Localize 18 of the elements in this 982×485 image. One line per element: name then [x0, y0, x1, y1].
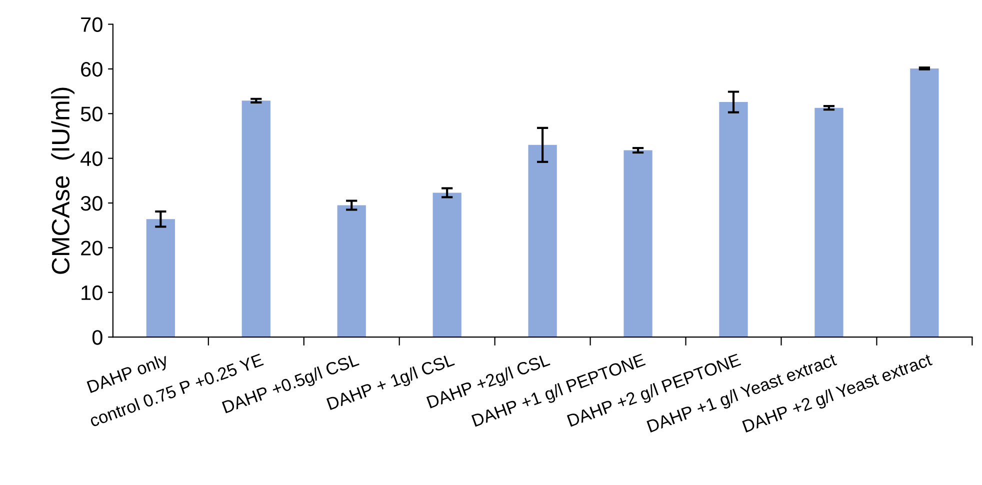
bar — [432, 192, 462, 338]
y-tick-label: 50 — [80, 106, 102, 122]
y-tick-label: 20 — [81, 240, 102, 256]
bar — [528, 144, 557, 338]
bar — [146, 219, 175, 338]
y-tick-label: 10 — [82, 285, 102, 300]
y-tick-label: 60 — [81, 62, 102, 77]
bar — [814, 108, 844, 338]
y-axis-title: CMCAse (IU/ml) — [51, 88, 74, 274]
bar — [910, 68, 939, 338]
bar — [719, 102, 748, 338]
bar — [624, 150, 652, 338]
y-tick-label: 40 — [80, 151, 102, 166]
y-tick-label: 30 — [80, 196, 102, 211]
y-tick-label: 70 — [81, 17, 102, 32]
y-tick-label: 0 — [92, 330, 102, 345]
bar — [337, 205, 366, 338]
bar — [242, 100, 270, 338]
